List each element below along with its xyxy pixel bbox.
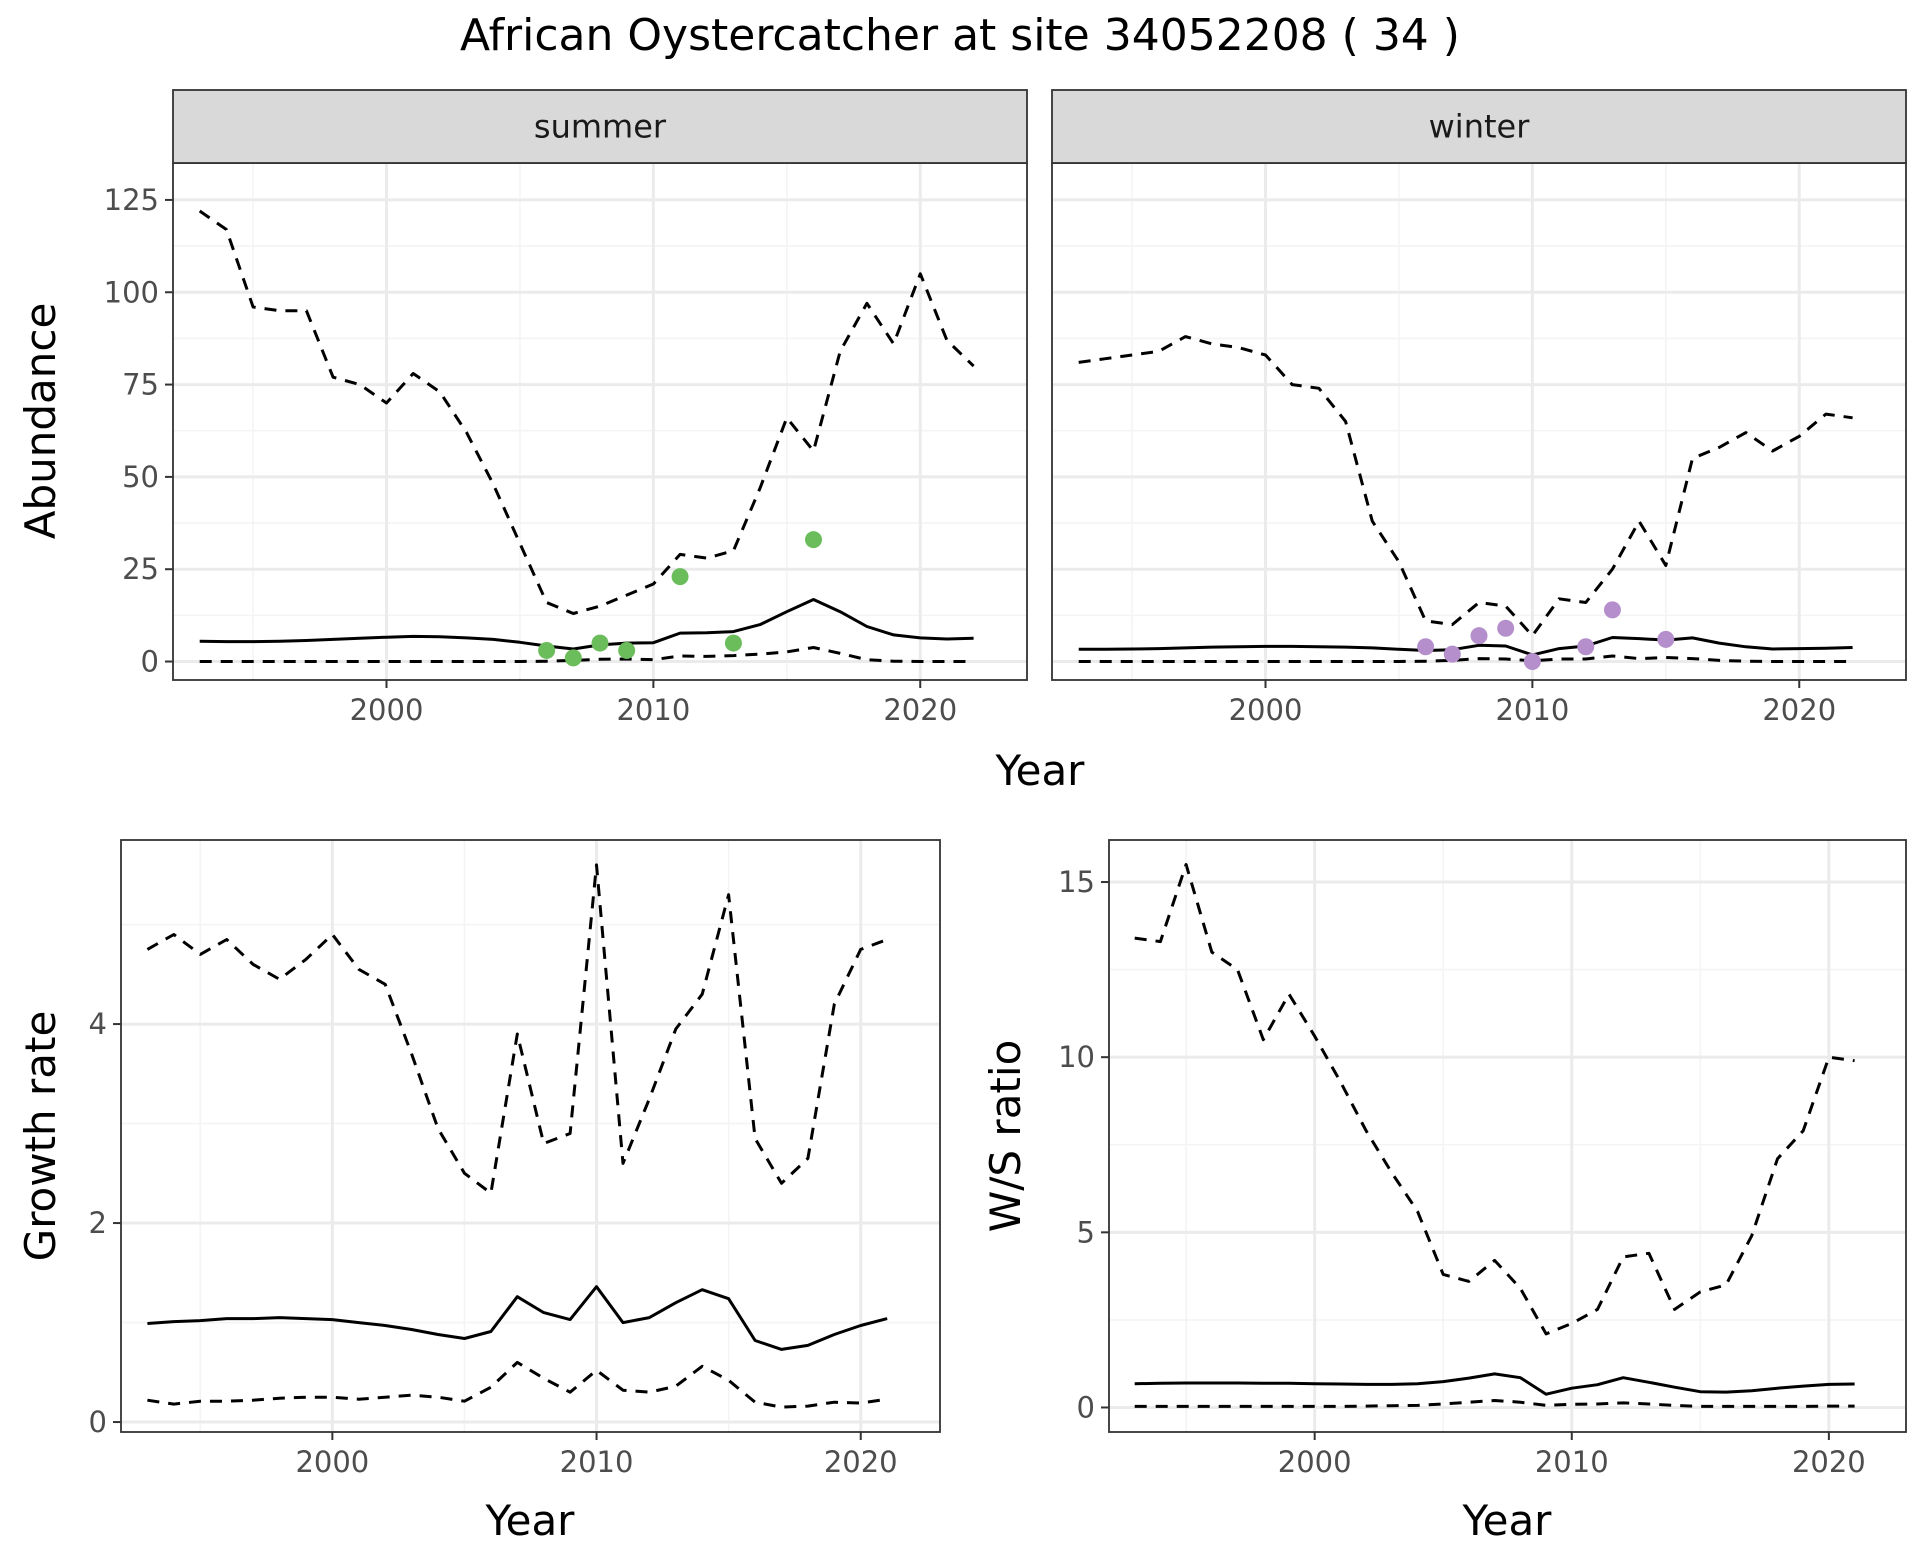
- y-axis-title: Abundance: [16, 303, 65, 540]
- lower-bound-line: [147, 1360, 888, 1409]
- x-axis-title: Year: [485, 1496, 576, 1545]
- y-tick-label: 50: [122, 460, 159, 494]
- y-axis-title: Growth rate: [16, 1011, 65, 1262]
- x-tick-label: 2010: [616, 693, 690, 727]
- x-tick-label: 2020: [1792, 1445, 1866, 1479]
- x-axis-title: Year: [1462, 1496, 1553, 1545]
- y-tick-label: 15: [1058, 865, 1095, 899]
- observed-count-point: [671, 568, 689, 586]
- lower-bound-line: [199, 646, 974, 663]
- observed-count-point: [1470, 627, 1488, 645]
- observed-count-point: [538, 641, 556, 659]
- y-tick-label: 10: [1058, 1040, 1095, 1074]
- observed-count-point: [1417, 638, 1435, 656]
- estimate-line: [147, 1285, 888, 1351]
- x-tick-label: 2020: [883, 693, 957, 727]
- observed-count-point: [724, 634, 742, 652]
- y-tick-label: 0: [141, 645, 159, 679]
- x-tick-label: 2000: [350, 693, 424, 727]
- observed-count-point: [1523, 653, 1541, 671]
- panel-border: [1108, 839, 1907, 1433]
- y-tick-label: 5: [1077, 1215, 1095, 1249]
- facet-strip: [1051, 89, 1907, 164]
- upper-bound-line: [146, 863, 888, 1195]
- estimate-line: [1078, 636, 1853, 657]
- observed-count-point: [1657, 630, 1675, 648]
- observed-count-point: [1577, 638, 1595, 656]
- observed-count-point: [805, 531, 822, 549]
- y-tick-label: 75: [122, 368, 159, 402]
- lower-bound-line: [1134, 1399, 1855, 1408]
- figure-title: African Oystercatcher at site 34052208 (…: [460, 10, 1460, 61]
- y-tick-label: 4: [89, 1007, 107, 1041]
- y-tick-label: 2: [89, 1206, 107, 1240]
- y-tick-label: 0: [1077, 1390, 1095, 1424]
- facet-strip-label: summer: [534, 108, 667, 146]
- x-tick-label: 2000: [295, 1445, 369, 1479]
- x-tick-label: 2010: [560, 1445, 634, 1479]
- y-axis-title: W/S ratio: [981, 1040, 1030, 1233]
- x-tick-label: 2020: [1762, 693, 1836, 727]
- facet-strip: [172, 89, 1028, 164]
- upper-bound-line: [1134, 863, 1855, 1336]
- facet-strip-label: winter: [1429, 108, 1531, 146]
- x-tick-label: 2020: [824, 1445, 898, 1479]
- estimate-line: [1134, 1372, 1855, 1396]
- observed-count-point: [1497, 619, 1515, 637]
- x-axis-title: Year: [995, 746, 1086, 795]
- upper-bound-line: [198, 209, 975, 615]
- panel-border: [172, 162, 1028, 681]
- observed-count-point: [564, 649, 582, 667]
- panel-border: [120, 839, 941, 1433]
- lower-bound-line: [1078, 654, 1853, 663]
- observed-count-point: [1603, 601, 1621, 619]
- observed-count-point: [591, 634, 609, 652]
- y-tick-label: 0: [89, 1405, 107, 1439]
- observed-count-point: [618, 641, 636, 659]
- x-tick-label: 2000: [1278, 1445, 1352, 1479]
- y-tick-label: 125: [104, 183, 159, 217]
- x-tick-label: 2010: [1495, 693, 1569, 727]
- estimate-line: [199, 598, 974, 651]
- upper-bound-line: [1078, 335, 1853, 638]
- panel-border: [1051, 162, 1907, 681]
- y-tick-label: 100: [104, 275, 159, 309]
- y-tick-label: 25: [122, 552, 159, 586]
- observed-count-point: [1443, 645, 1461, 663]
- x-tick-label: 2010: [1535, 1445, 1609, 1479]
- x-tick-label: 2000: [1229, 693, 1303, 727]
